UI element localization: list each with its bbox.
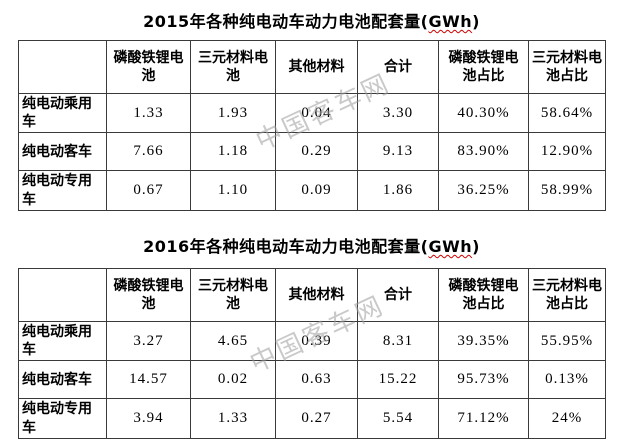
header-cell-other: 其他材料 — [275, 40, 358, 94]
value-cell: 0.67 — [106, 170, 191, 211]
value-cell: 1.18 — [190, 132, 276, 172]
header-cell-lfp: 磷酸铁锂电池 — [106, 40, 191, 94]
value-cell: 24% — [528, 398, 606, 439]
value-cell: 3.27 — [106, 320, 191, 362]
header-cell-other: 其他材料 — [275, 268, 358, 322]
header-cell-ternary-share: 三元材料电池占比 — [528, 40, 606, 94]
value-cell: 0.29 — [275, 132, 358, 172]
value-cell: 55.95% — [528, 320, 606, 362]
value-cell: 95.73% — [438, 360, 529, 400]
header-cell-lfp-share: 磷酸铁锂电池占比 — [438, 40, 529, 94]
value-cell: 12.90% — [528, 132, 606, 172]
value-cell: 1.33 — [190, 398, 276, 439]
value-cell: 58.64% — [528, 92, 606, 134]
value-cell: 9.13 — [357, 132, 439, 172]
header-cell-empty — [18, 40, 107, 94]
value-cell: 39.35% — [438, 320, 529, 362]
title-2016-unit: GWh — [428, 237, 473, 256]
row-label: 纯电动乘用车 — [18, 320, 107, 362]
header-cell-ternary-share: 三元材料电池占比 — [528, 268, 606, 322]
table-row-2016-bus: 纯电动客车 14.57 0.02 0.63 15.22 95.73% 0.13% — [18, 360, 606, 400]
table-2016-header-row: 磷酸铁锂电池 三元材料电池 其他材料 合计 磷酸铁锂电池占比 三元材料电池占比 — [18, 268, 606, 322]
value-cell: 71.12% — [438, 398, 529, 439]
table-row-2016-passenger: 纯电动乘用车 3.27 4.65 0.39 8.31 39.35% 55.95% — [18, 320, 606, 362]
title-2016-text: 2016年各种纯电动车动力电池配套量( — [143, 237, 429, 256]
row-label: 纯电动专用车 — [18, 170, 107, 211]
table-row-2016-special: 纯电动专用车 3.94 1.33 0.27 5.54 71.12% 24% — [18, 398, 606, 439]
value-cell: 0.04 — [275, 92, 358, 134]
value-cell: 8.31 — [357, 320, 439, 362]
header-cell-ternary: 三元材料电池 — [190, 40, 276, 94]
header-cell-lfp-share: 磷酸铁锂电池占比 — [438, 268, 529, 322]
value-cell: 7.66 — [106, 132, 191, 172]
table-row-2015-special: 纯电动专用车 0.67 1.10 0.09 1.86 36.25% 58.99% — [18, 170, 606, 211]
value-cell: 4.65 — [190, 320, 276, 362]
table-title-2015: 2015年各种纯电动车动力电池配套量(GWh) — [18, 8, 605, 32]
row-label: 纯电动客车 — [18, 360, 107, 400]
row-label: 纯电动乘用车 — [18, 92, 107, 134]
row-label: 纯电动专用车 — [18, 398, 107, 439]
table-2015-header-row: 磷酸铁锂电池 三元材料电池 其他材料 合计 磷酸铁锂电池占比 三元材料电池占比 — [18, 40, 606, 94]
value-cell: 83.90% — [438, 132, 529, 172]
value-cell: 36.25% — [438, 170, 529, 211]
value-cell: 0.02 — [190, 360, 276, 400]
row-label: 纯电动客车 — [18, 132, 107, 172]
title-2015-text: 2015年各种纯电动车动力电池配套量( — [143, 12, 429, 31]
header-cell-ternary: 三元材料电池 — [190, 268, 276, 322]
value-cell: 1.10 — [190, 170, 276, 211]
header-cell-lfp: 磷酸铁锂电池 — [106, 268, 191, 322]
header-cell-empty — [18, 268, 107, 322]
value-cell: 14.57 — [106, 360, 191, 400]
value-cell: 0.39 — [275, 320, 358, 362]
table-row-2015-passenger: 纯电动乘用车 1.33 1.93 0.04 3.30 40.30% 58.64% — [18, 92, 606, 134]
value-cell: 15.22 — [357, 360, 439, 400]
title-2015-unit: GWh — [428, 12, 473, 31]
value-cell: 3.30 — [357, 92, 439, 134]
title-2015-close: ) — [472, 12, 480, 31]
value-cell: 0.27 — [275, 398, 358, 439]
value-cell: 1.86 — [357, 170, 439, 211]
table-title-2016: 2016年各种纯电动车动力电池配套量(GWh) — [18, 233, 605, 257]
value-cell: 0.13% — [528, 360, 606, 400]
title-2016-close: ) — [472, 237, 480, 256]
value-cell: 40.30% — [438, 92, 529, 134]
value-cell: 58.99% — [528, 170, 606, 211]
header-cell-total: 合计 — [357, 268, 439, 322]
header-cell-total: 合计 — [357, 40, 439, 94]
value-cell: 1.93 — [190, 92, 276, 134]
battery-table-2016: 磷酸铁锂电池 三元材料电池 其他材料 合计 磷酸铁锂电池占比 三元材料电池占比 … — [18, 268, 606, 439]
table-row-2015-bus: 纯电动客车 7.66 1.18 0.29 9.13 83.90% 12.90% — [18, 132, 606, 172]
value-cell: 5.54 — [357, 398, 439, 439]
value-cell: 0.09 — [275, 170, 358, 211]
value-cell: 3.94 — [106, 398, 191, 439]
value-cell: 1.33 — [106, 92, 191, 134]
value-cell: 0.63 — [275, 360, 358, 400]
battery-table-2015: 磷酸铁锂电池 三元材料电池 其他材料 合计 磷酸铁锂电池占比 三元材料电池占比 … — [18, 40, 606, 211]
